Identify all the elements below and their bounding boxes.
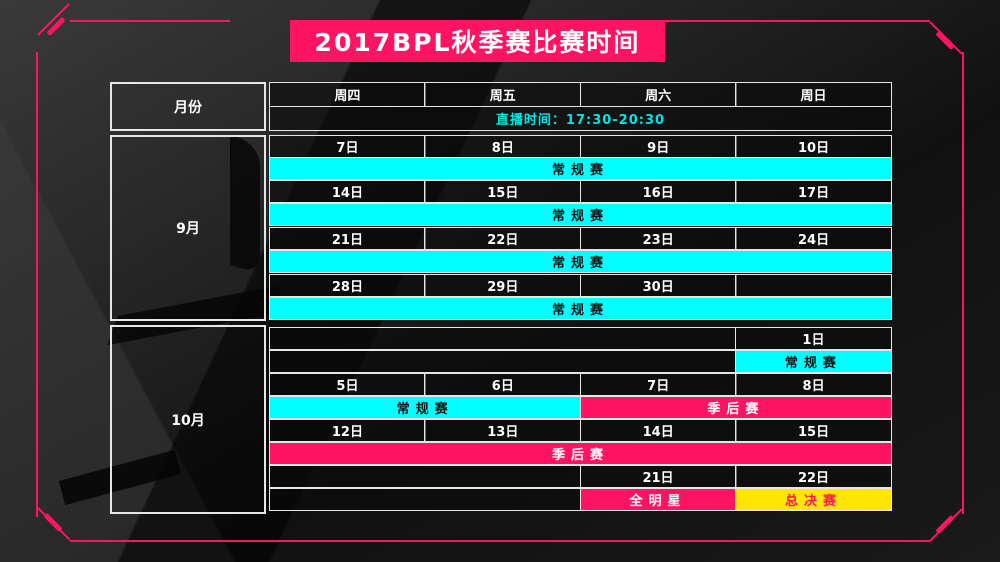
date-cell: 14日 xyxy=(579,419,737,442)
date-cell: 8日 xyxy=(735,373,892,396)
event-row: 季后赛 xyxy=(269,442,892,465)
month-header-label: 月份 xyxy=(174,99,202,116)
date-cell: 7日 xyxy=(579,373,737,396)
date-cell: 6日 xyxy=(424,373,582,396)
broadcast-time: 直播时间：17:30-20:30 xyxy=(269,105,892,131)
date-row: 12日 13日 14日 15日 xyxy=(269,419,892,442)
date-cell: 12日 xyxy=(269,419,426,442)
regular-season-bar: 常规赛 xyxy=(269,250,892,273)
date-cell: 24日 xyxy=(735,227,892,250)
date-row: 28日 29日 30日 xyxy=(269,274,892,297)
date-cell: 28日 xyxy=(269,274,426,297)
broadcast-row: 直播时间：17:30-20:30 xyxy=(269,105,892,131)
regular-season-bar: 常规赛 xyxy=(269,396,582,419)
date-cell: 21日 xyxy=(269,227,426,250)
date-cell: 17日 xyxy=(735,180,892,203)
empty-cell xyxy=(269,465,581,488)
regular-season-bar: 常规赛 xyxy=(269,203,892,226)
date-cell: 8日 xyxy=(424,135,582,158)
regular-season-bar: 常规赛 xyxy=(734,350,892,373)
empty-cell xyxy=(269,327,737,350)
event-row: 常规赛 xyxy=(269,250,892,273)
event-row: 全明星 总决赛 xyxy=(269,488,892,511)
event-row: 常规赛 xyxy=(269,203,892,226)
date-cell: 16日 xyxy=(579,180,737,203)
empty-cell xyxy=(269,350,737,373)
all-star-bar: 全明星 xyxy=(579,488,737,511)
date-row: 21日 22日 23日 24日 xyxy=(269,227,892,250)
date-cell: 14日 xyxy=(269,180,426,203)
event-row: 常规赛 xyxy=(269,157,892,180)
date-row: 1日 xyxy=(269,327,892,350)
empty-cell xyxy=(269,488,581,511)
regular-season-bar: 常规赛 xyxy=(269,297,892,320)
page-title: 2017BPL秋季赛比赛时间 xyxy=(290,20,665,62)
weekday-fri: 周五 xyxy=(424,82,582,107)
regular-season-bar: 常规赛 xyxy=(269,157,892,180)
month-label: 10月 xyxy=(171,412,205,429)
date-row: 5日 6日 7日 8日 xyxy=(269,373,892,396)
event-row: 常规赛 xyxy=(269,297,892,320)
september-grid: 7日 8日 9日 10日 常规赛 14日 15日 16日 17日 常规赛 21日… xyxy=(269,135,892,321)
date-row: 7日 8日 9日 10日 xyxy=(269,135,892,158)
date-cell: 9日 xyxy=(579,135,737,158)
weekday-row: 周四 周五 周六 周日 xyxy=(269,82,892,107)
header-grid: 周四 周五 周六 周日 直播时间：17:30-20:30 xyxy=(269,82,892,131)
date-cell: 22日 xyxy=(735,465,892,488)
event-row: 常规赛 xyxy=(269,350,892,373)
month-label: 9月 xyxy=(176,221,200,237)
date-cell: 13日 xyxy=(424,419,582,442)
month-cell-october: 10月 xyxy=(110,325,266,514)
month-cell-september: 9月 xyxy=(110,135,266,321)
date-cell: 10日 xyxy=(735,135,892,158)
date-row: 14日 15日 16日 17日 xyxy=(269,180,892,203)
date-cell: 23日 xyxy=(579,227,737,250)
month-header-cell: 月份 xyxy=(110,82,266,131)
date-row: 21日 22日 xyxy=(269,465,892,488)
date-cell: 21日 xyxy=(579,465,737,488)
weekday-thu: 周四 xyxy=(269,82,426,107)
playoffs-bar: 季后赛 xyxy=(579,396,892,419)
event-row: 常规赛 季后赛 xyxy=(269,396,892,419)
date-cell: 7日 xyxy=(269,135,426,158)
date-cell: 15日 xyxy=(424,180,582,203)
date-cell: 15日 xyxy=(735,419,892,442)
date-cell: 5日 xyxy=(269,373,426,396)
finals-bar: 总决赛 xyxy=(735,488,892,511)
weekday-sun: 周日 xyxy=(735,82,892,107)
date-cell: 1日 xyxy=(734,327,892,350)
date-cell: 22日 xyxy=(424,227,582,250)
date-cell: 29日 xyxy=(424,274,582,297)
weekday-sat: 周六 xyxy=(579,82,737,107)
date-cell xyxy=(735,274,892,297)
october-grid: 1日 常规赛 5日 6日 7日 8日 常规赛 季后赛 12日 13日 14日 1… xyxy=(269,325,892,514)
playoffs-bar: 季后赛 xyxy=(269,442,892,465)
date-cell: 30日 xyxy=(579,274,737,297)
